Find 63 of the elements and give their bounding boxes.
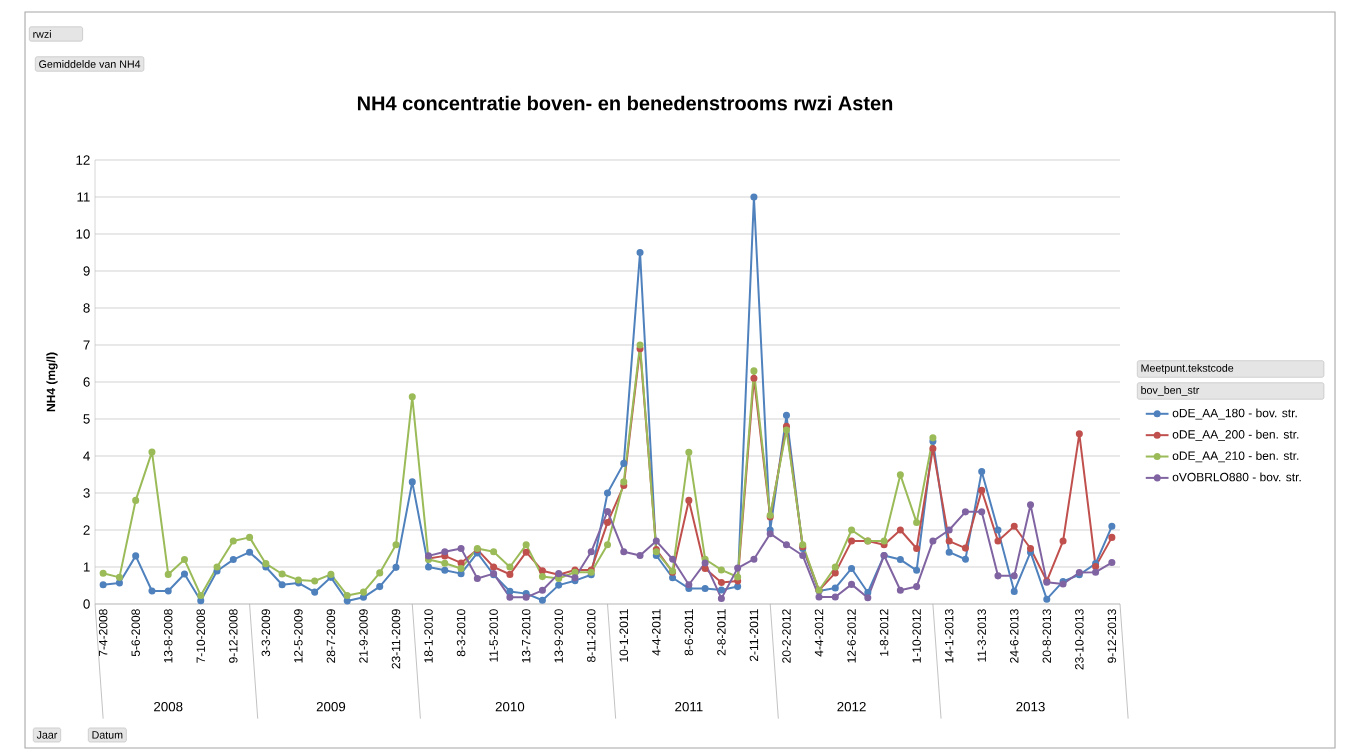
x-tick-label: 9-12-2013 (1107, 609, 1117, 663)
x-tick-label: 9-12-2008 (229, 609, 238, 663)
x-tick-label: 28-7-2009 (326, 609, 336, 663)
legend-label: oDE_AA_210 - ben. str. (1172, 451, 1299, 463)
x-tick-label: 5-6-2008 (131, 609, 140, 657)
x-tick-label: 11-3-2013 (977, 609, 986, 662)
text: 2012 (837, 701, 866, 712)
text: 2008 (154, 701, 183, 712)
x-tick-label: 20-2-2012 (782, 609, 791, 663)
text: 2013 (1016, 701, 1045, 712)
x-tick-label: 11-5-2010 (489, 609, 498, 662)
x-tick-label: 12-5-2009 (294, 609, 303, 663)
x-tick-label: 21-9-2009 (359, 609, 368, 663)
y-tick-label: 2 (83, 525, 90, 535)
x-tick-label: 7-10-2008 (196, 609, 206, 663)
x-tick-label: 1-10-2012 (912, 609, 921, 663)
x-tick-label: 1-8-2012 (879, 609, 889, 656)
y-tick-label: 6 (83, 377, 90, 387)
x-tick-label: 13-7-2010 (521, 609, 531, 663)
y-tick-label: 0 (83, 599, 90, 609)
x-tick-label: 23-11-2009 (391, 609, 401, 669)
text: 2009 (316, 701, 346, 712)
legend-label: oVOBRLO880 - bov. str. (1172, 472, 1301, 482)
x-tick-label: 13-9-2010 (554, 609, 563, 663)
legend-title: Meetpunt.tekstcode (1141, 364, 1234, 374)
text: Datum (92, 731, 123, 739)
y-tick-label: 5 (83, 414, 90, 424)
x-tick-label: 20-8-2013 (1042, 609, 1052, 663)
y-tick-label: 9 (83, 266, 90, 276)
x-tick-label: 2-11-2011 (749, 609, 759, 662)
legend-label: oDE_AA_180 - bov. str. (1172, 408, 1297, 420)
y-tick-label: 1 (83, 562, 90, 572)
x-tick-label: 8-11-2010 (586, 609, 596, 662)
x-tick-label: 10-1-2011 (619, 609, 629, 662)
y-axis-title: NH4 (mg/l) (46, 352, 58, 412)
x-tick-label: 18-1-2010 (424, 609, 433, 663)
y-tick-label: 12 (76, 155, 90, 165)
x-tick-label: 4-4-2012 (814, 609, 824, 657)
text: 2010 (495, 701, 525, 712)
x-tick-label: 14-1-2013 (944, 609, 954, 663)
text: rwzi (33, 30, 51, 38)
y-tick-label: 4 (83, 451, 90, 461)
x-tick-label: 2-8-2011 (717, 609, 726, 656)
text: bov_ben_str (1141, 386, 1200, 396)
chart-title: NH4 concentratie boven- en benedenstrooms rwzi Asten (357, 95, 893, 111)
x-tick-label: 24-6-2013 (1009, 609, 1019, 663)
x-tick-label: 4-4-2011 (652, 609, 661, 656)
y-tick-label: 3 (83, 488, 90, 498)
y-tick-label: 10 (76, 229, 90, 239)
x-tick-label: 13-8-2008 (163, 609, 173, 663)
text: Jaar (36, 731, 58, 739)
y-tick-label: 7 (83, 340, 90, 350)
text: 2011 (675, 701, 703, 712)
x-tick-label: 23-10-2013 (1075, 609, 1084, 670)
x-tick-label: 8-3-2010 (456, 609, 466, 657)
x-tick-label: 7-4-2008 (98, 609, 108, 657)
y-tick-label: 8 (83, 303, 90, 313)
x-tick-label: 3-3-2009 (261, 609, 271, 657)
legend-label: oDE_AA_200 - ben. str. (1172, 429, 1299, 441)
x-tick-label: 8-6-2011 (684, 609, 694, 656)
text: Gemiddelde van NH4 (39, 60, 141, 68)
y-tick-label: 11 (77, 192, 90, 202)
x-tick-label: 12-6-2012 (847, 609, 856, 663)
